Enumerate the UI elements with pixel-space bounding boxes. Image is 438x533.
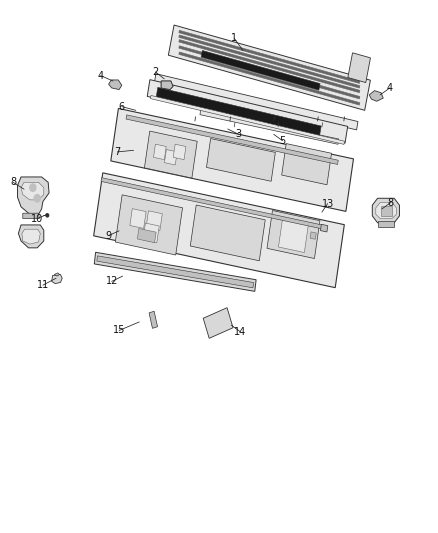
Polygon shape (200, 109, 339, 144)
Polygon shape (111, 108, 353, 212)
Circle shape (46, 214, 49, 217)
Text: 14: 14 (234, 327, 246, 336)
Text: 5: 5 (279, 136, 286, 146)
Polygon shape (94, 173, 344, 288)
Polygon shape (372, 198, 399, 223)
Polygon shape (179, 52, 360, 105)
Polygon shape (376, 203, 396, 219)
Polygon shape (201, 51, 320, 90)
Text: 4: 4 (387, 83, 393, 93)
Polygon shape (22, 229, 40, 244)
Polygon shape (143, 223, 159, 243)
Polygon shape (206, 139, 276, 181)
Polygon shape (190, 205, 265, 261)
Polygon shape (18, 177, 49, 214)
Polygon shape (165, 150, 177, 165)
Text: 4: 4 (98, 71, 104, 80)
Polygon shape (21, 182, 44, 200)
Polygon shape (173, 144, 186, 159)
Polygon shape (54, 273, 60, 276)
Polygon shape (179, 46, 360, 99)
Circle shape (30, 184, 36, 191)
Text: 12: 12 (106, 277, 118, 286)
Text: 10: 10 (31, 214, 43, 223)
Polygon shape (282, 143, 332, 185)
Polygon shape (147, 79, 348, 143)
Polygon shape (18, 225, 44, 248)
Polygon shape (381, 206, 392, 216)
Polygon shape (101, 177, 324, 229)
Polygon shape (138, 229, 156, 243)
Polygon shape (156, 87, 321, 135)
Polygon shape (179, 39, 360, 93)
Polygon shape (126, 115, 338, 165)
Polygon shape (115, 195, 183, 255)
Polygon shape (97, 256, 254, 288)
Text: 2: 2 (152, 67, 159, 77)
Polygon shape (149, 311, 158, 328)
Polygon shape (154, 144, 166, 159)
Circle shape (34, 195, 40, 202)
Text: 3: 3 (236, 130, 242, 139)
Polygon shape (310, 232, 316, 239)
Text: 8: 8 (10, 177, 16, 187)
Polygon shape (267, 211, 320, 259)
Polygon shape (179, 35, 360, 88)
Polygon shape (378, 221, 394, 227)
Text: 11: 11 (37, 280, 49, 290)
Polygon shape (179, 30, 360, 84)
Polygon shape (151, 95, 344, 144)
Text: 9: 9 (106, 231, 112, 240)
Polygon shape (145, 131, 197, 178)
Text: 6: 6 (119, 102, 125, 111)
Polygon shape (109, 80, 122, 90)
Text: 7: 7 (114, 147, 120, 157)
Polygon shape (348, 53, 371, 83)
Polygon shape (203, 308, 233, 338)
Polygon shape (94, 252, 256, 292)
Polygon shape (168, 25, 371, 110)
Polygon shape (130, 208, 146, 229)
Polygon shape (321, 224, 328, 232)
Text: 15: 15 (113, 326, 125, 335)
Polygon shape (155, 74, 358, 130)
Polygon shape (52, 274, 62, 284)
Polygon shape (161, 81, 173, 90)
Polygon shape (279, 219, 308, 253)
Polygon shape (161, 81, 173, 90)
Text: 1: 1 (231, 34, 237, 43)
Polygon shape (146, 211, 162, 231)
Text: 8: 8 (388, 198, 394, 207)
Text: 13: 13 (321, 199, 334, 208)
Polygon shape (369, 91, 383, 101)
Polygon shape (23, 213, 39, 219)
